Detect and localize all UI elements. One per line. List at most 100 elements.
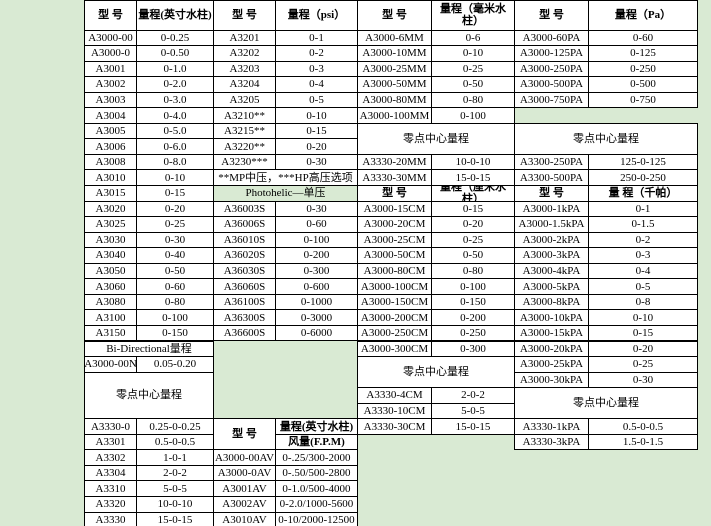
model-cell: A3000-1.5kPA bbox=[514, 216, 589, 233]
range-cell: 0-300 bbox=[431, 340, 515, 358]
model-cell: A36060S bbox=[213, 278, 276, 295]
model-cell: A3302 bbox=[84, 449, 137, 466]
model-cell: A3301 bbox=[84, 433, 137, 451]
section-title: 零点中心量程 bbox=[357, 122, 515, 155]
model-cell: A36030S bbox=[213, 262, 276, 280]
model-cell: A3000-60PA bbox=[514, 29, 589, 47]
model-cell: A3000-5kPA bbox=[514, 278, 589, 295]
range-cell: 0-15 bbox=[136, 185, 214, 202]
range-cell: 2-0-2 bbox=[431, 387, 515, 404]
model-cell: A3203 bbox=[213, 60, 276, 78]
model-cell: A3010AV bbox=[213, 511, 276, 526]
header-model: 型 号 bbox=[213, 418, 276, 451]
model-cell: A3230*** bbox=[213, 153, 276, 171]
range-cell: 0-6.0 bbox=[136, 138, 214, 155]
model-cell: A3015 bbox=[84, 185, 137, 202]
model-cell: A3020 bbox=[84, 200, 137, 218]
range-cell: 0-50 bbox=[136, 262, 214, 280]
header-range: 量程（Pa） bbox=[588, 0, 698, 31]
range-cell: 0-300 bbox=[275, 262, 358, 280]
model-cell: A3330 bbox=[84, 511, 137, 526]
header-range: 量程（厘米水柱） bbox=[431, 185, 515, 202]
range-cell: 0-150 bbox=[136, 324, 214, 342]
model-cell: A3010 bbox=[84, 169, 137, 186]
range-cell: 0-25 bbox=[136, 216, 214, 233]
range-cell: 0.05-0.20 bbox=[136, 356, 214, 373]
range-cell: 0-40 bbox=[136, 247, 214, 264]
model-cell: A3000-30kPA bbox=[514, 371, 589, 389]
range-cell: 0-15 bbox=[431, 200, 515, 218]
range-cell: 0-15 bbox=[588, 324, 698, 342]
model-cell: A3330-10CM bbox=[357, 402, 432, 420]
range-cell: 0-200 bbox=[431, 309, 515, 326]
model-cell: A3080 bbox=[84, 293, 137, 311]
range-cell: 0-.50/500-2800 bbox=[275, 464, 358, 482]
model-cell: A3006 bbox=[84, 138, 137, 155]
range-cell: 0-30 bbox=[275, 153, 358, 171]
range-cell: 0-1.5 bbox=[588, 216, 698, 233]
model-cell: A3002 bbox=[84, 76, 137, 93]
range-cell: 0-100 bbox=[431, 107, 515, 124]
header-airflow: 风量(F.P.M) bbox=[275, 433, 358, 451]
model-cell: A3004 bbox=[84, 107, 137, 124]
range-cell: 0-30 bbox=[275, 200, 358, 218]
range-cell: 0-1.0 bbox=[136, 60, 214, 78]
model-cell: A3205 bbox=[213, 91, 276, 109]
model-cell: A3000-0AV bbox=[213, 464, 276, 482]
model-cell: A3330-1kPA bbox=[514, 418, 589, 435]
range-cell: 0.25-0-0.25 bbox=[136, 418, 214, 435]
range-cell: 0-20 bbox=[136, 200, 214, 218]
model-cell: A36600S bbox=[213, 324, 276, 342]
model-cell: A3000-3kPA bbox=[514, 247, 589, 264]
range-cell: 0-0.25 bbox=[136, 29, 214, 47]
model-cell: A3000-80MM bbox=[357, 91, 432, 109]
section-title: 零点中心量程 bbox=[84, 371, 214, 420]
range-cell: 1.5-0-1.5 bbox=[588, 433, 698, 451]
range-cell: 5-0-5 bbox=[431, 402, 515, 420]
range-cell: 0-80 bbox=[431, 262, 515, 280]
header-range: 量程（psi） bbox=[275, 0, 358, 31]
range-cell: 0-.25/300-2000 bbox=[275, 449, 358, 466]
range-cell: 0-60 bbox=[588, 29, 698, 47]
range-cell: 0-10 bbox=[431, 45, 515, 62]
range-cell: 0-80 bbox=[431, 91, 515, 109]
range-cell: 0-30 bbox=[588, 371, 698, 389]
model-cell: A3000-2kPA bbox=[514, 231, 589, 249]
range-cell: 0-3 bbox=[275, 60, 358, 78]
range-cell: 0-500 bbox=[588, 76, 698, 93]
model-cell: A3000-200CM bbox=[357, 309, 432, 326]
model-cell: A3000-250CM bbox=[357, 324, 432, 342]
model-cell: A3000-100MM bbox=[357, 107, 432, 124]
range-cell: 0-25 bbox=[431, 231, 515, 249]
model-cell: A3001 bbox=[84, 60, 137, 78]
range-cell: 10-0-10 bbox=[136, 496, 214, 513]
range-cell: 0-25 bbox=[431, 60, 515, 78]
range-cell: 15-0-15 bbox=[431, 418, 515, 435]
range-cell: 0-10 bbox=[275, 107, 358, 124]
model-cell: A3210** bbox=[213, 107, 276, 124]
model-cell: A3000-100CM bbox=[357, 278, 432, 295]
model-cell: A3000-15kPA bbox=[514, 324, 589, 342]
model-cell: A3000-50MM bbox=[357, 76, 432, 93]
range-cell: 0-4 bbox=[588, 262, 698, 280]
model-cell: A3000-20kPA bbox=[514, 340, 589, 358]
range-cell: 0-20 bbox=[588, 340, 698, 358]
range-cell: 15-0-15 bbox=[431, 169, 515, 186]
model-cell: A3330-3kPA bbox=[514, 433, 589, 451]
range-cell: 0-1 bbox=[275, 29, 358, 47]
model-cell: A3202 bbox=[213, 45, 276, 62]
range-cell: 0-1 bbox=[588, 200, 698, 218]
range-cell: 0-50 bbox=[431, 76, 515, 93]
model-cell: A3330-30MM bbox=[357, 169, 432, 186]
model-cell: A3030 bbox=[84, 231, 137, 249]
header-range: 量 程（千帕） bbox=[588, 185, 698, 202]
model-cell: A36020S bbox=[213, 247, 276, 264]
range-cell: 0-100 bbox=[275, 231, 358, 249]
model-cell: A3000-10kPA bbox=[514, 309, 589, 326]
model-cell: A3000-80CM bbox=[357, 262, 432, 280]
range-cell: 0-10 bbox=[136, 169, 214, 186]
range-cell: 0.5-0-0.5 bbox=[136, 433, 214, 451]
model-cell: A3150 bbox=[84, 324, 137, 342]
range-cell: 0-0.50 bbox=[136, 45, 214, 62]
